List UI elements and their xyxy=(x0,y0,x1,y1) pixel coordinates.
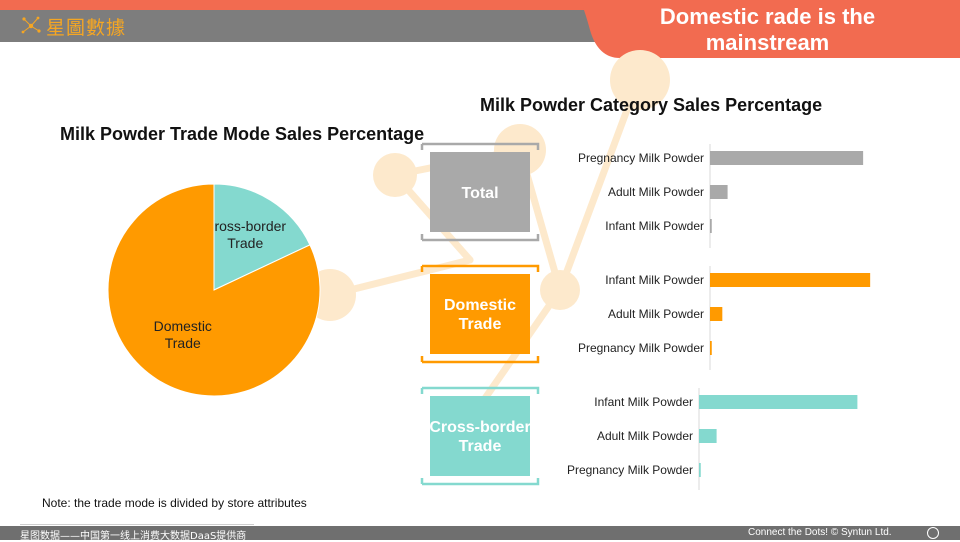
group-label-box xyxy=(430,152,530,232)
group-frame xyxy=(420,386,540,486)
group-frame xyxy=(420,264,540,364)
group-label-text: Domestic Trade xyxy=(444,297,516,333)
star-dots-icon xyxy=(21,16,41,34)
bar xyxy=(710,185,728,199)
group-label-text: Total xyxy=(461,185,498,202)
category-tick-label: Adult Milk Powder xyxy=(608,185,704,199)
headline-banner xyxy=(580,0,960,58)
pie-slice-cross-border-trade xyxy=(213,183,311,291)
footnote: Note: the trade mode is divided by store… xyxy=(42,496,307,510)
bar xyxy=(699,395,858,409)
category-tick-label: Pregnancy Milk Powder xyxy=(567,463,693,477)
group-frame xyxy=(420,142,540,242)
group-label-box xyxy=(430,274,530,354)
category-tick-label: Infant Milk Powder xyxy=(605,273,704,287)
pie-chart-title: Milk Powder Trade Mode Sales Percentage xyxy=(60,124,425,144)
brand-logo: 星圖數據 xyxy=(20,12,126,40)
bar xyxy=(710,219,712,233)
category-tick-label: Pregnancy Milk Powder xyxy=(578,151,704,165)
footer-divider xyxy=(20,524,254,525)
category-tick-label: Adult Milk Powder xyxy=(597,429,693,443)
bar xyxy=(699,463,701,477)
group-label-text: Cross-border Trade xyxy=(429,419,530,455)
footer-copyright: Connect the Dots! © Syntun Ltd. xyxy=(748,527,892,538)
footer-bar xyxy=(0,526,960,540)
pie-slice-domestic-trade xyxy=(107,183,321,397)
category-tick-label: Infant Milk Powder xyxy=(605,219,704,233)
trade-mode-pie-chart: Cross-border Trade Domestic Trade xyxy=(107,183,321,397)
pie-slice-label: Cross-border Trade xyxy=(204,218,286,251)
group-label-box xyxy=(430,396,530,476)
bar xyxy=(710,151,864,165)
bar xyxy=(710,341,712,355)
bar xyxy=(699,429,717,443)
category-tick-label: Pregnancy Milk Powder xyxy=(578,341,704,355)
footer-tagline: 星图数据——中国第一线上消费大数据DaaS提供商 xyxy=(20,531,247,542)
category-bar-chart: Total Pregnancy Milk Powder Adult Milk Pow… xyxy=(420,142,871,490)
footer-circle-icon xyxy=(927,527,939,539)
brand-logo-text: 星圖數據 xyxy=(46,16,127,39)
bar-chart-title: Milk Powder Category Sales Percentage xyxy=(480,95,823,115)
bar xyxy=(710,307,723,321)
bar xyxy=(710,273,871,287)
top-accent-bar xyxy=(0,0,960,10)
category-tick-label: Infant Milk Powder xyxy=(594,395,693,409)
header-bar xyxy=(0,10,700,42)
page-headline: Domestic rade is the mainstream xyxy=(659,4,876,55)
pie-slice-label: Domestic Trade xyxy=(154,318,212,351)
category-tick-label: Adult Milk Powder xyxy=(608,307,704,321)
